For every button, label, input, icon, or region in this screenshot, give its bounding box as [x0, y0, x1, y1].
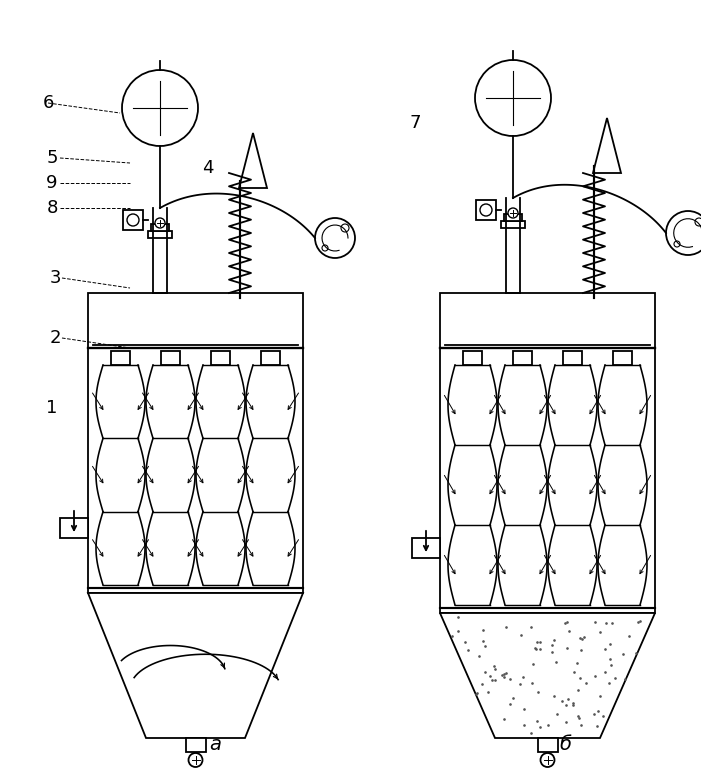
Bar	[186, 738, 205, 752]
Circle shape	[674, 241, 680, 247]
Circle shape	[322, 245, 328, 251]
Bar	[613, 351, 632, 365]
Polygon shape	[440, 613, 655, 738]
Bar	[504, 214, 522, 221]
Bar	[501, 221, 525, 228]
Bar	[563, 351, 582, 365]
Polygon shape	[593, 118, 621, 173]
Text: б: б	[559, 735, 571, 754]
Circle shape	[127, 214, 139, 226]
Text: 7: 7	[409, 114, 421, 132]
Text: 4: 4	[203, 159, 214, 177]
Text: 8: 8	[46, 199, 57, 217]
Bar	[88, 293, 303, 593]
Bar	[111, 351, 130, 365]
Bar	[211, 351, 230, 365]
Circle shape	[540, 753, 554, 767]
Bar	[151, 224, 169, 231]
Bar	[123, 210, 143, 230]
Bar	[538, 738, 557, 752]
Circle shape	[189, 753, 203, 767]
Bar	[513, 351, 532, 365]
Circle shape	[508, 208, 518, 218]
Text: 1: 1	[46, 399, 57, 417]
Text: а: а	[209, 735, 221, 754]
Polygon shape	[239, 133, 267, 188]
Text: 3: 3	[49, 269, 61, 287]
Circle shape	[475, 60, 551, 136]
Bar	[148, 231, 172, 238]
Bar	[440, 293, 655, 613]
Bar	[60, 518, 88, 538]
Polygon shape	[88, 593, 303, 738]
Bar	[463, 351, 482, 365]
Bar	[476, 200, 496, 220]
Text: 2: 2	[49, 329, 61, 347]
Circle shape	[155, 218, 165, 228]
Circle shape	[666, 211, 701, 255]
Bar	[412, 538, 440, 558]
Circle shape	[341, 224, 349, 232]
Bar	[261, 351, 280, 365]
Circle shape	[315, 218, 355, 258]
Circle shape	[480, 204, 492, 216]
Circle shape	[695, 218, 701, 226]
Text: 5: 5	[46, 149, 57, 167]
Text: 6: 6	[42, 94, 54, 112]
Text: 9: 9	[46, 174, 57, 192]
Bar	[161, 351, 180, 365]
Circle shape	[122, 70, 198, 146]
